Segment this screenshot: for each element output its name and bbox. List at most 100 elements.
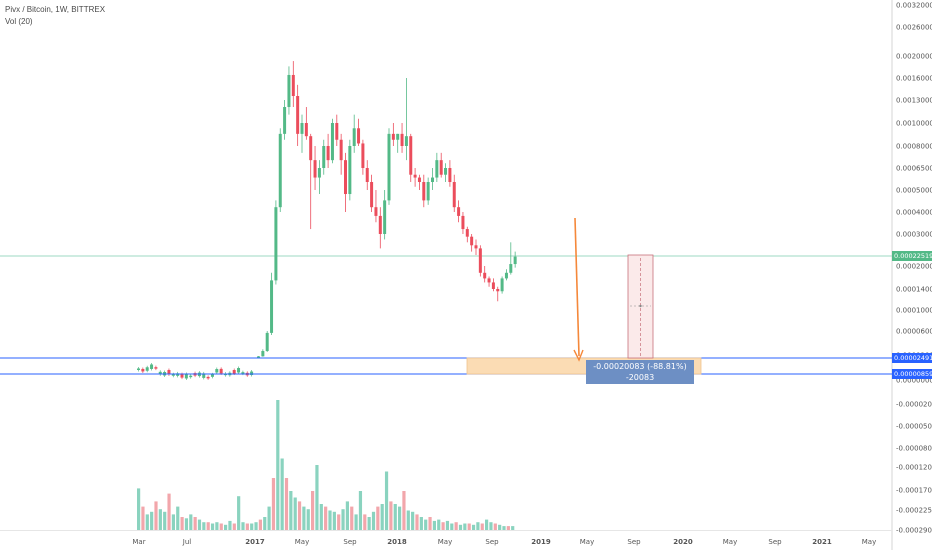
volume-bar: [337, 514, 341, 530]
time-tick-label: May: [295, 538, 309, 546]
time-tick-label: Sep: [627, 538, 641, 546]
price-tick-label: 0.00000000: [896, 377, 932, 385]
candle-body: [278, 133, 282, 208]
candle-body: [496, 289, 500, 292]
candle-body: [487, 278, 491, 283]
projection-arrow-head: [573, 349, 584, 362]
candle-body: [348, 146, 352, 195]
time-tick-label: 2018: [387, 538, 407, 546]
candle-body: [444, 168, 448, 175]
candle-body: [378, 215, 382, 234]
volume-bar: [206, 522, 210, 530]
volume-bar: [224, 524, 228, 530]
candle-body: [309, 136, 313, 161]
volume-bar: [415, 514, 419, 530]
time-tick-label: May: [438, 538, 452, 546]
candle-body: [504, 272, 508, 279]
volume-legend: Vol (20): [5, 17, 33, 26]
candle-body: [270, 280, 274, 333]
volume-bar: [371, 511, 376, 530]
candle-body: [461, 215, 465, 230]
candle-body: [422, 182, 426, 201]
candle-body: [317, 168, 321, 178]
time-tick-label: 2020: [673, 538, 693, 546]
volume-bar: [441, 522, 445, 530]
volume-bar: [202, 522, 206, 530]
candle-body: [478, 248, 482, 273]
time-tick-label: Sep: [768, 538, 782, 546]
volume-bar: [210, 523, 215, 530]
volume-bar: [271, 478, 276, 530]
candle-body: [335, 123, 339, 140]
time-tick-label: Sep: [485, 538, 499, 546]
time-tick-label: Jul: [182, 538, 192, 546]
early-candles: [137, 362, 254, 380]
candle-body: [383, 200, 387, 234]
volume-bar: [241, 522, 245, 530]
volume-bar: [445, 520, 450, 530]
volume-bar: [280, 458, 284, 530]
candle-body: [374, 207, 378, 216]
volume-bar: [332, 511, 336, 530]
volume-bar: [463, 523, 467, 530]
volume-bar: [324, 506, 328, 530]
candle-body: [426, 182, 430, 201]
volume-bar: [411, 511, 415, 530]
volume-bar: [137, 488, 141, 530]
candle-body: [326, 146, 330, 161]
volume-bar: [402, 491, 406, 530]
volume-bar: [489, 522, 493, 530]
candle-body: [417, 177, 421, 183]
candle-body: [391, 133, 395, 140]
volume-bar: [163, 511, 167, 530]
volume-bar: [237, 496, 241, 530]
volume-bar: [471, 524, 476, 530]
candle-body: [344, 160, 347, 195]
candle-body: [283, 107, 287, 134]
volume-bar: [485, 519, 489, 530]
candles: [257, 61, 517, 359]
volume-tick-label: -0.00012000: [896, 464, 932, 472]
volume-bar: [424, 519, 428, 530]
candle-body: [431, 177, 434, 183]
volume-bar: [506, 526, 510, 530]
volume-bar: [454, 522, 458, 530]
volume-bar: [302, 506, 306, 530]
volume-bar: [180, 517, 184, 530]
volume-bar: [228, 520, 232, 530]
candle-body: [457, 207, 461, 216]
volume-bar: [380, 504, 384, 530]
volume-bar: [245, 523, 249, 530]
volume-bar: [328, 510, 332, 530]
volume-bar: [154, 501, 158, 530]
candle-body: [370, 182, 374, 208]
volume-bar: [493, 523, 497, 530]
candle-body: [357, 128, 361, 144]
candle-body: [509, 264, 513, 273]
candle-body: [465, 229, 469, 237]
volume-bar: [350, 506, 354, 530]
volume-bar: [476, 522, 480, 530]
volume-bar: [258, 519, 262, 530]
volume-tick-label: -0.00005000: [896, 423, 932, 431]
volume-tick-label: -0.00022500: [896, 507, 932, 515]
volume-bar: [311, 491, 315, 530]
measurement-center-point: [639, 304, 642, 308]
candle-body: [474, 245, 478, 249]
candle-body: [387, 133, 391, 201]
volume-bar: [345, 501, 349, 530]
volume-bar: [432, 520, 436, 530]
volume-bar: [419, 517, 423, 530]
projection-arrow-shaft: [574, 217, 580, 357]
volume-bar: [232, 523, 236, 530]
volume-bar: [171, 514, 175, 530]
volume-tick-label: -0.00017000: [896, 487, 932, 495]
volume-bar: [158, 509, 162, 530]
volume-bar: [467, 523, 471, 530]
